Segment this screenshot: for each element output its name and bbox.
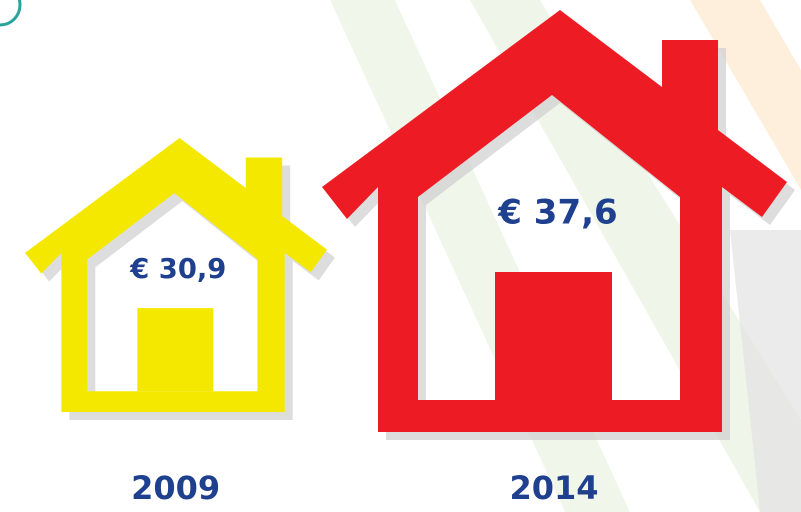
category-label: 2009 <box>131 469 220 507</box>
value-label: € 37,6 <box>497 193 617 233</box>
door <box>137 308 214 392</box>
house <box>25 137 327 412</box>
value-label: € 30,9 <box>129 254 226 285</box>
door <box>495 272 612 400</box>
category-label: 2014 <box>509 469 598 507</box>
house <box>322 10 787 432</box>
